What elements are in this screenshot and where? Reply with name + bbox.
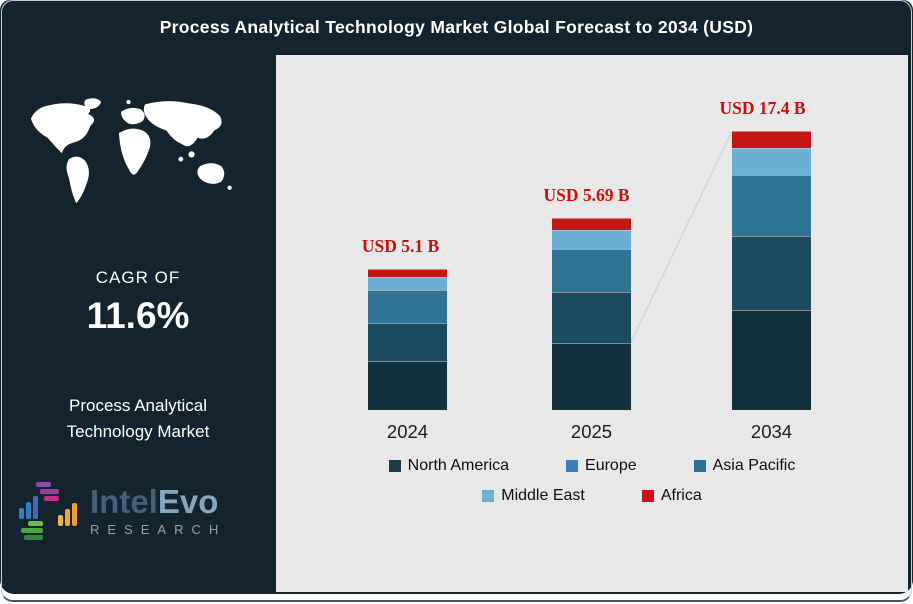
bar-segment-asia-pacific-2025 [552, 249, 631, 292]
market-name-line1: Process Analytical [69, 396, 207, 415]
bar-segment-asia-pacific-2034 [732, 175, 811, 236]
legend-label-middle-east: Middle East [501, 487, 585, 504]
legend-swatch-middle-east [482, 490, 495, 502]
legend-item-middle-east: Middle East [482, 487, 585, 505]
bar-segment-middle-east-2024 [368, 277, 447, 290]
bar-segment-north-america-2034 [732, 310, 811, 410]
bar-2024 [368, 269, 447, 410]
bar-segment-africa-2025 [552, 218, 631, 230]
legend-label-asia-pacific: Asia Pacific [712, 457, 796, 474]
bar-segment-middle-east-2025 [552, 230, 631, 249]
intelevo-logo: IntelEvo RESEARCH [16, 479, 226, 543]
market-name-line2: Technology Market [66, 422, 210, 441]
bar-segment-africa-2024 [368, 269, 447, 277]
logo-evo: Evo [157, 483, 219, 520]
header: Process Analytical Technology Market Glo… [0, 0, 913, 55]
legend-label-north-america: North America [407, 457, 510, 474]
legend-swatch-africa [641, 490, 654, 502]
bar-segment-europe-2025 [552, 292, 631, 343]
value-label-2025: USD 5.69 B [543, 185, 630, 205]
trend-connector-line [630, 132, 732, 343]
x-axis-label-2025: 2025 [570, 421, 613, 442]
bar-2034 [732, 131, 811, 410]
bar-segment-africa-2034 [732, 131, 811, 148]
page-title: Process Analytical Technology Market Glo… [159, 17, 754, 37]
cagr-value: 11.6% [86, 295, 190, 336]
legend-label-europe: Europe [585, 457, 637, 474]
value-label-2034: USD 17.4 B [719, 98, 806, 118]
intelevo-logo-subtitle: RESEARCH [90, 522, 227, 537]
legend-label-africa: Africa [660, 487, 702, 504]
sidebar: CAGR OF 11.6% Process Analytical Technol… [0, 55, 276, 593]
world-map-icon [30, 98, 232, 204]
legend-row-2: Middle East Africa [276, 487, 908, 505]
bar-segment-europe-2034 [732, 236, 811, 310]
logo-intel: Intel [90, 483, 158, 520]
value-label-2024: USD 5.1 B [361, 236, 440, 256]
intelevo-logo-text: IntelEvo RESEARCH [90, 485, 227, 538]
bar-segment-north-america-2024 [368, 361, 447, 410]
legend-row-1: North America Europe Asia Pacific [276, 457, 908, 475]
intelevo-logo-name: IntelEvo [90, 485, 226, 519]
bar-segment-middle-east-2034 [732, 148, 811, 175]
legend-item-africa: Africa [641, 487, 702, 505]
legend-item-europe: Europe [566, 457, 637, 475]
x-axis-label-2034: 2034 [750, 421, 793, 442]
intelevo-logo-icon [19, 482, 77, 540]
market-name: Process Analytical Technology Market [0, 393, 276, 445]
legend-swatch-europe [566, 460, 579, 472]
bar-segment-asia-pacific-2024 [368, 290, 447, 323]
x-axis-label-2024: 2024 [386, 421, 429, 442]
legend-swatch-north-america [388, 460, 401, 472]
cagr-label: CAGR OF [95, 268, 181, 287]
bar-2025 [552, 218, 631, 410]
bar-chart-plot: USD 5.1 B USD 5.69 B USD 17.4 B [276, 55, 908, 410]
chart-panel: USD 5.1 B USD 5.69 B USD 17.4 B 2024 2025 20… [276, 55, 908, 592]
bar-segment-north-america-2025 [552, 343, 631, 410]
legend-item-asia-pacific: Asia Pacific [693, 457, 796, 475]
legend-swatch-asia-pacific [693, 460, 706, 472]
bar-segment-europe-2024 [368, 323, 447, 361]
legend-item-north-america: North America [388, 457, 510, 475]
